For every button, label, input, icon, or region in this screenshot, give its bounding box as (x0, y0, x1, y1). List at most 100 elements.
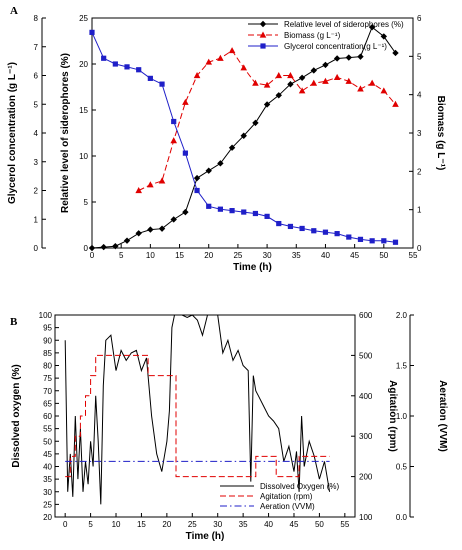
panel-b-x-tick-label: 15 (137, 520, 146, 529)
panel-a-series-2-point (217, 206, 223, 212)
panel-a-label: A (10, 5, 18, 17)
panel-a-series-1-point (380, 87, 388, 94)
panel-b-x-tick-label: 25 (188, 520, 197, 529)
panel-a-series-2-point (206, 203, 212, 209)
panel-a-siderophores-tick-label: 15 (79, 106, 88, 115)
panel-b-do-tick-label: 100 (39, 311, 53, 320)
panel-a-series-2-point (124, 64, 130, 70)
panel-a-siderophores-axis-label: Relative level of siderophores (%) (60, 53, 71, 213)
panel-a-glycerol-tick-label: 5 (34, 100, 39, 109)
panel-b-do-tick-label: 20 (43, 513, 52, 522)
panel-a-x-tick-label: 45 (350, 251, 359, 260)
panel-a-x-tick-label: 55 (409, 251, 418, 260)
panel-a-series-2-point (194, 187, 200, 194)
panel-b-do-tick-label: 30 (43, 488, 52, 497)
panel-b-rpm-tick-label: 100 (359, 513, 373, 522)
panel-a-series-2-point (112, 61, 118, 67)
panel-a-siderophores-tick-label: 0 (84, 244, 89, 253)
panel-a-series-2-point (287, 223, 294, 230)
panel-b-x-tick-label: 20 (162, 520, 171, 529)
panel-a-series-1-point (263, 81, 271, 88)
panel-a-x-tick-label: 0 (90, 251, 95, 260)
panel-a-series-2-point (334, 231, 340, 237)
panel-a-legend-marker-0 (259, 20, 267, 28)
panel-a-series-0-point (135, 230, 142, 237)
panel-a-series-2-point (381, 238, 387, 244)
panel-a-legend-label-2: Glycerol concentration(g L⁻¹) (284, 42, 387, 51)
panel-a-series-2-point (392, 239, 399, 245)
panel-a-x-tick-label: 15 (175, 251, 184, 260)
panel-a-x-axis-label: Time (h) (233, 262, 272, 273)
panel-b-vvm-tick-label: 0.5 (396, 463, 408, 472)
panel-b-do-tick-label: 65 (43, 399, 52, 408)
panel-a-series-0-point (310, 67, 317, 74)
panel-a-series-2-point (322, 229, 329, 235)
panel-a-series-2-point (171, 118, 177, 125)
panel-a-biomass-tick-label: 3 (417, 129, 422, 138)
panel-a-siderophores-tick-label: 25 (79, 14, 88, 23)
panel-b-legend-label-2: Aeration (VVM) (260, 502, 315, 511)
panel-a-x-tick-label: 5 (119, 251, 124, 260)
panel-a-series-0-point (357, 53, 364, 60)
panel-b-x-axis-label: Time (h) (186, 531, 225, 542)
panel-a-siderophores-tick-label: 10 (79, 152, 88, 161)
panel-a-legend-label-0: Relative level of siderophores (%) (284, 20, 404, 29)
panel-b-x-tick-label: 0 (63, 520, 68, 529)
panel-a-series-2-point (252, 210, 259, 217)
panel-a-series-0-point (392, 49, 399, 57)
panel-a-series-0-point (217, 160, 224, 167)
panel-b-series-0-line (64, 314, 331, 505)
panel-a-series-2-point (299, 225, 305, 232)
panel-b-do-tick-label: 85 (43, 349, 52, 358)
panel-b-x-tick-label: 5 (88, 520, 93, 529)
panel-a-series-1-point (182, 98, 189, 105)
panel-a-series-0-point (112, 242, 119, 250)
panel-b-vvm-tick-label: 1.0 (396, 412, 408, 421)
panel-a-series-2-point (264, 213, 270, 219)
panel-a-series-1-point (333, 73, 341, 81)
panel-b-x-tick-label: 35 (239, 520, 248, 529)
panel-a-series-1-point (392, 100, 399, 107)
panel-a-series-1-point (135, 187, 142, 194)
panel-b-do-tick-label: 95 (43, 324, 52, 333)
panel-a-series-2-point (241, 209, 247, 215)
panel-a-series-2-point (159, 81, 165, 87)
panel-a-series-0-point (228, 144, 236, 151)
panel-b-do-tick-label: 45 (43, 450, 52, 459)
panel-a-glycerol-tick-label: 3 (34, 158, 39, 167)
panel-a-biomass-tick-label: 4 (417, 91, 422, 100)
panel-a-legend-label-1: Biomass (g L⁻¹) (284, 31, 341, 40)
panel-b-do-tick-label: 60 (43, 412, 52, 421)
panel-a-biomass-tick-label: 1 (417, 206, 422, 215)
panel-a-series-2-point (147, 75, 153, 81)
panel-a-series-2-point (369, 238, 375, 244)
panel-a-legend-marker-1 (259, 31, 267, 38)
panel-b-do-tick-label: 55 (43, 425, 52, 434)
panel-b-label: B (10, 316, 18, 328)
panel-a-series-0-point (345, 54, 352, 61)
panel-a-x-tick-label: 35 (292, 251, 301, 260)
panel-b-do-axis-label: Dissolved oxygen (%) (11, 364, 22, 467)
panel-b-legend-label-0: Dissolved Oxygen (%) (260, 482, 339, 491)
panel-a-series-2-point (182, 150, 188, 156)
panel-b-rpm-tick-label: 500 (359, 351, 373, 360)
panel-b-vvm-axis-label: Aeration (VVM) (437, 380, 448, 452)
panel-a-biomass-tick-label: 0 (417, 244, 422, 253)
panel-a-series-1-point (357, 85, 364, 92)
panel-a-series-1-point (368, 79, 376, 86)
panel-a-series-0-point (240, 132, 247, 139)
panel-a-series-0-point (170, 216, 177, 223)
panel-a-biomass-tick-label: 2 (417, 167, 422, 176)
panel-a-x-tick-label: 30 (263, 251, 272, 260)
panel-a-series-0-point (263, 101, 271, 108)
panel-a-series-0-point (100, 243, 107, 251)
panel-a-biomass-axis-label: Biomass (g L⁻¹) (435, 96, 446, 171)
panel-a-series-2-point (311, 228, 317, 234)
panel-b-rpm-tick-label: 600 (359, 311, 373, 320)
panel-a-x-tick-label: 25 (233, 251, 242, 260)
panel-a-series-0-point (147, 226, 154, 233)
panel-b-x-tick-label: 40 (264, 520, 273, 529)
panel-a-series-2-point (229, 208, 235, 214)
panel-a-series-2-point (346, 234, 352, 240)
panel-a-series-1-point (205, 58, 213, 65)
